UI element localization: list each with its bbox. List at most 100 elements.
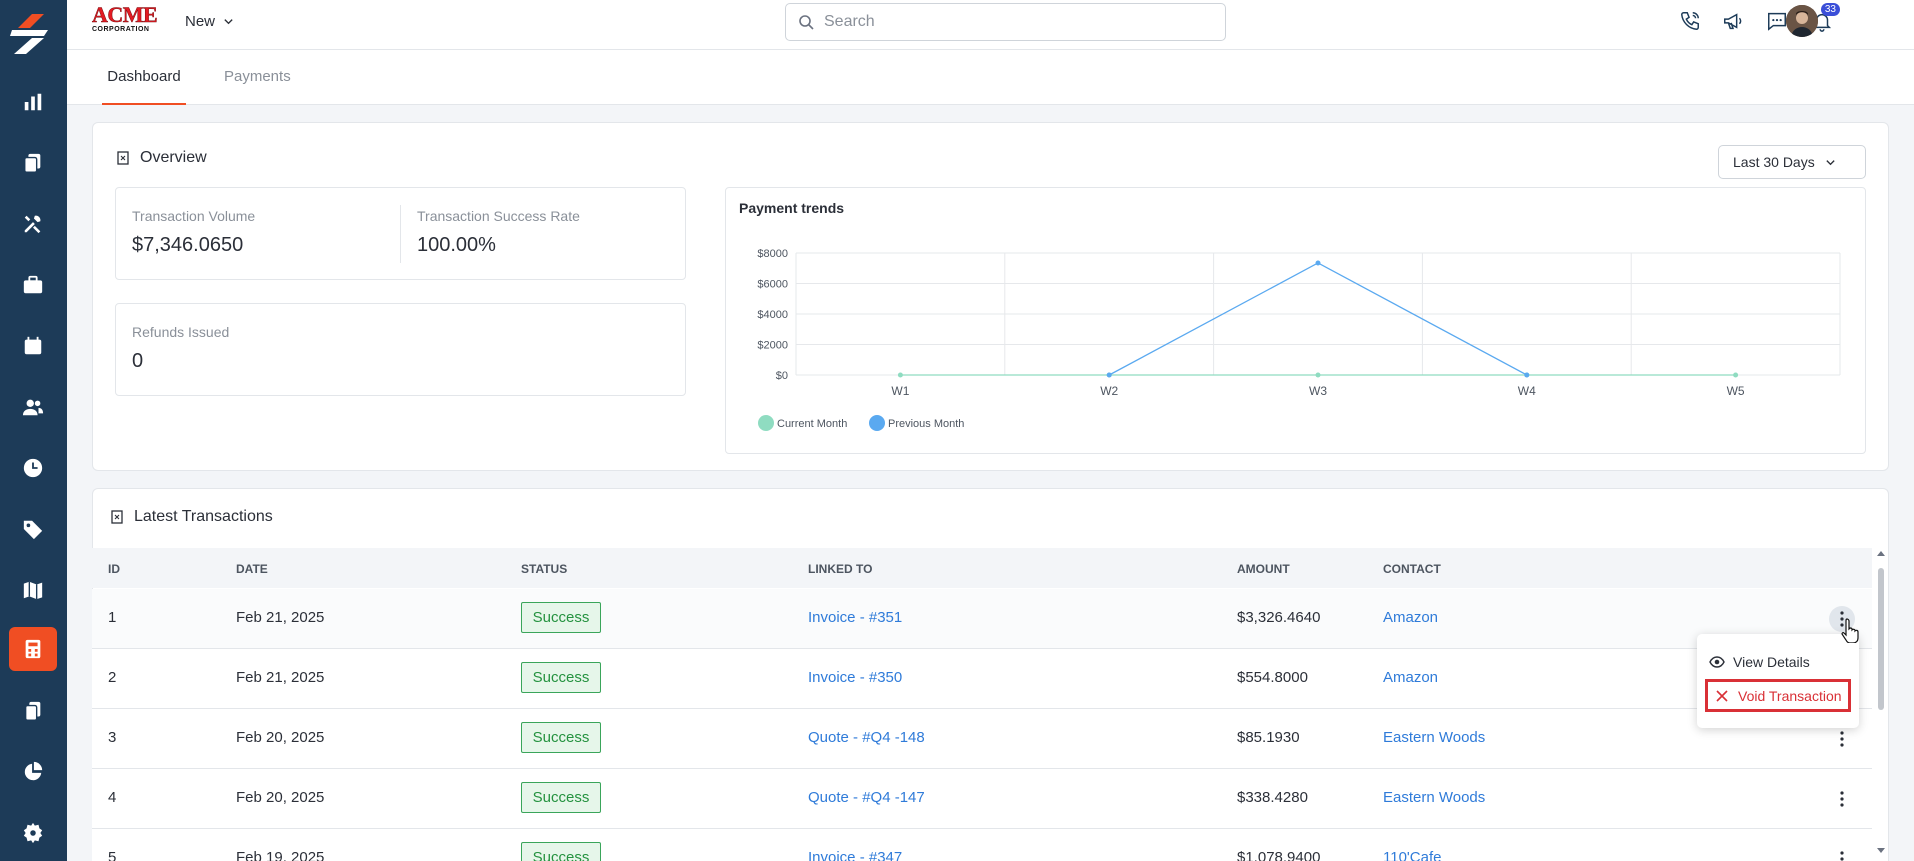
more-vertical-icon xyxy=(1840,851,1844,861)
cell-linked-to[interactable]: Invoice - #350 xyxy=(808,669,903,686)
map-icon[interactable] xyxy=(19,576,47,604)
chevron-down-icon xyxy=(224,19,233,25)
cell-id: 4 xyxy=(108,789,117,806)
row-actions-kebab-button[interactable] xyxy=(1829,726,1855,752)
cell-linked-to[interactable]: Quote - #Q4 -147 xyxy=(808,789,925,806)
payment-trends-chart: Payment trends $0 $2000 $4000 $6000 $8000 W1 W… xyxy=(725,187,1866,454)
files-icon[interactable] xyxy=(19,697,47,725)
cell-amount: $3,326.4640 xyxy=(1237,609,1321,626)
row-actions-menu: View Details Void Transaction xyxy=(1697,634,1859,728)
series-point-0 xyxy=(897,372,903,378)
table-scrollbar[interactable] xyxy=(1876,548,1886,861)
series-point-0 xyxy=(1733,372,1739,378)
cell-linked-to[interactable]: Invoice - #347 xyxy=(808,849,903,861)
refunds-value: 0 xyxy=(132,350,144,372)
app-logo-icon[interactable] xyxy=(10,14,54,54)
cell-contact[interactable]: Amazon xyxy=(1383,609,1439,626)
settings-gear-icon[interactable] xyxy=(19,819,47,847)
cell-contact[interactable]: Eastern Woods xyxy=(1383,789,1486,806)
tag-icon[interactable] xyxy=(19,515,47,543)
briefcase-icon[interactable] xyxy=(19,271,47,299)
row-actions-kebab-button[interactable] xyxy=(1829,786,1855,812)
chart-plot: $0 $2000 $4000 $6000 $8000 W1 W2 W3 W4 W5 Current … xyxy=(757,248,1841,431)
x-tick-label: W1 xyxy=(891,384,909,398)
chat-icon[interactable] xyxy=(1764,8,1790,34)
table-row[interactable]: 5 Feb 19, 2025 Invoice - #347 $1,078.9400 11… xyxy=(92,829,1872,861)
cell-amount: $554.8000 xyxy=(1237,669,1308,686)
tab-dashboard[interactable]: Dashboard xyxy=(102,68,186,105)
overview-title-text: Overview xyxy=(140,149,207,166)
cell-contact[interactable]: 110'Cafe xyxy=(1383,849,1442,861)
chart-title: Payment trends xyxy=(739,200,845,216)
search-input[interactable] xyxy=(824,13,1204,31)
more-vertical-icon xyxy=(1840,611,1844,627)
search-icon xyxy=(799,15,814,30)
notifications-bell-icon[interactable]: 33 xyxy=(1809,3,1840,34)
notification-count-badge: 33 xyxy=(1820,3,1840,16)
success-rate-value: 100.00% xyxy=(417,234,496,256)
analytics-pie-icon[interactable] xyxy=(19,758,47,786)
void-transaction-menu-item[interactable]: Void Transaction xyxy=(1705,679,1851,712)
y-tick-label: $2000 xyxy=(757,340,788,352)
series-point-1 xyxy=(1524,372,1530,378)
y-tick-label: $4000 xyxy=(757,309,788,321)
global-search[interactable] xyxy=(785,3,1226,41)
column-header-linked-to[interactable]: LINKED TO xyxy=(808,562,873,576)
tools-icon[interactable] xyxy=(19,210,47,238)
new-dropdown-button[interactable]: New xyxy=(185,13,234,30)
void-transaction-label: Void Transaction xyxy=(1738,687,1842,704)
company-logo[interactable]: ACME CORPORATION xyxy=(92,3,164,36)
phone-icon[interactable] xyxy=(1677,8,1703,34)
overview-title: Overview xyxy=(116,149,207,167)
table-header: ID DATE STATUS LINKED TO AMOUNT CONTACT xyxy=(92,548,1872,588)
row-actions-kebab-button[interactable] xyxy=(1829,846,1855,861)
tab-payments[interactable]: Payments xyxy=(224,68,291,85)
legend-swatch-1 xyxy=(869,415,885,431)
more-vertical-icon xyxy=(1840,791,1844,807)
series-point-1 xyxy=(1315,260,1321,266)
cell-contact[interactable]: Eastern Woods xyxy=(1383,729,1486,746)
calendar-icon[interactable] xyxy=(19,332,47,360)
date-range-select[interactable]: Last 30 Days xyxy=(1718,145,1866,179)
scroll-down-arrow-icon[interactable] xyxy=(1877,848,1885,854)
user-avatar[interactable] xyxy=(1786,5,1818,37)
scroll-up-arrow-icon[interactable] xyxy=(1877,550,1885,556)
table-row[interactable]: 4 Feb 20, 2025 Quote - #Q4 -147 $338.4280 Ea… xyxy=(92,769,1872,829)
table-row[interactable]: 2 Feb 21, 2025 Invoice - #350 $554.8000 Amaz… xyxy=(92,649,1872,709)
x-tick-label: W4 xyxy=(1518,384,1536,398)
status-badge: Success xyxy=(521,662,601,693)
company-logo-subtitle: CORPORATION xyxy=(92,26,150,33)
column-header-amount[interactable]: AMOUNT xyxy=(1237,562,1290,576)
eye-icon xyxy=(1709,655,1725,668)
success-rate-label: Transaction Success Rate xyxy=(417,208,580,224)
column-header-status[interactable]: STATUS xyxy=(521,562,568,576)
cell-linked-to[interactable]: Quote - #Q4 -148 xyxy=(808,729,925,746)
column-header-id[interactable]: ID xyxy=(108,562,120,576)
status-badge: Success xyxy=(521,602,601,633)
megaphone-icon[interactable] xyxy=(1720,8,1746,34)
clock-icon[interactable] xyxy=(19,454,47,482)
date-range-value: Last 30 Days xyxy=(1733,154,1815,170)
documents-icon[interactable] xyxy=(19,149,47,177)
cell-id: 3 xyxy=(108,729,117,746)
contacts-icon[interactable] xyxy=(19,393,47,421)
cell-contact[interactable]: Amazon xyxy=(1383,669,1439,686)
view-details-menu-item[interactable]: View Details xyxy=(1705,645,1851,678)
cell-amount: $85.1930 xyxy=(1237,729,1300,746)
x-tick-label: W2 xyxy=(1100,384,1118,398)
column-header-date[interactable]: DATE xyxy=(236,562,268,576)
table-row[interactable]: 3 Feb 20, 2025 Quote - #Q4 -148 $85.1930 Eas… xyxy=(92,709,1872,769)
legend-label-0: Current Month xyxy=(777,418,847,430)
column-header-contact[interactable]: CONTACT xyxy=(1383,562,1441,576)
cell-date: Feb 20, 2025 xyxy=(236,729,325,746)
legend-swatch-0 xyxy=(758,415,774,431)
reports-icon[interactable] xyxy=(19,88,47,116)
cell-date: Feb 20, 2025 xyxy=(236,789,325,806)
series-point-1 xyxy=(1106,372,1112,378)
table-row[interactable]: 1 Feb 21, 2025 Invoice - #351 $3,326.4640 Am… xyxy=(92,589,1872,649)
cell-linked-to[interactable]: Invoice - #351 xyxy=(808,609,903,626)
chevron-down-icon xyxy=(1826,159,1835,165)
scroll-thumb[interactable] xyxy=(1878,568,1884,710)
cell-id: 2 xyxy=(108,669,117,686)
accounting-icon[interactable] xyxy=(9,627,57,671)
